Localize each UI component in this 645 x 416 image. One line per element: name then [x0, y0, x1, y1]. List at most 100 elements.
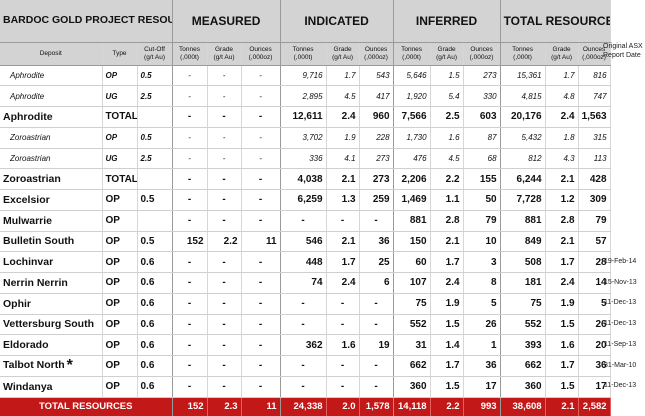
col-deposit: Deposit — [0, 42, 103, 66]
measured-tonnes-cell: - — [172, 65, 208, 87]
type-cell: OP — [102, 231, 138, 253]
indicated-ounces-cell: 273 — [359, 168, 394, 190]
cutoff-cell — [137, 106, 173, 128]
indicated-ounces-cell: - — [359, 210, 394, 232]
type-cell: OP — [102, 189, 138, 211]
indicated-ounces-cell: 273 — [359, 148, 394, 170]
col-total-grade: Grade (g/t Au) — [545, 42, 579, 66]
type-cell: OP — [102, 314, 138, 336]
indicated-grade-cell: 1.9 — [326, 127, 360, 149]
indicated-tonnes-cell: - — [280, 314, 327, 336]
col-indicated-grade: Grade (g/t Au) — [326, 42, 360, 66]
total-ounces-cell: 36 — [578, 355, 611, 377]
measured-tonnes-cell: - — [172, 168, 208, 190]
measured-grade-cell: - — [207, 314, 242, 336]
total-tonnes-cell: 812 — [500, 148, 546, 170]
total-grade-cell: 1.2 — [545, 189, 579, 211]
col-inferred-grade: Grade (g/t Au) — [430, 42, 464, 66]
col-inferred-tonnes: Tonnes (,000t) — [393, 42, 431, 66]
col-measured-tonnes: Tonnes (,000t) — [172, 42, 208, 66]
cutoff-cell: 0.6 — [137, 314, 173, 336]
total-grade-cell: 1.7 — [545, 65, 579, 87]
type-cell: TOTAL — [102, 106, 138, 128]
inferred-tonnes-cell: 552 — [393, 314, 431, 336]
report-date: 11-Sep-13 — [604, 340, 637, 348]
report-date: 11-Dec-13 — [604, 299, 637, 307]
inferred-ounces-cell: 17 — [463, 376, 501, 398]
cutoff-cell: 2.5 — [137, 148, 173, 170]
indicated-ounces-cell: - — [359, 355, 394, 377]
indicated-grade-cell: 4.5 — [326, 85, 360, 107]
total-ounces-cell: 5 — [578, 293, 611, 315]
table-row: Zoroastrian OP 0.5- - -3,702 1.9 228 1,730 1.6 87… — [0, 127, 611, 149]
inferred-grade-cell: 1.7 — [430, 251, 464, 273]
inferred-ounces-cell: 5 — [463, 293, 501, 315]
measured-tonnes-cell: - — [172, 293, 208, 315]
measured-grade-cell: - — [207, 127, 242, 149]
cutoff-cell — [137, 210, 173, 232]
table-row: Talbot North * OP 0.6- - - - - -662 1.7 36 662 1.7 36 — [0, 355, 611, 377]
indicated-tonnes-cell: 546 — [280, 231, 327, 253]
deposit-name: Talbot North — [3, 358, 65, 371]
table-row: Ophir OP 0.6- - - - - -75 1.9 5 75 1.9 5 — [0, 293, 611, 315]
col-cutoff: Cut-Off (g/t Au) — [137, 42, 173, 66]
measured-grade-cell: - — [207, 168, 242, 190]
col-total-tonnes: Tonnes (,000t) — [500, 42, 546, 66]
indicated-tonnes-cell: - — [280, 210, 327, 232]
col-indicated-ounces: Ounces (,000oz) — [359, 42, 394, 66]
report-date-header: Original ASX Report Date — [603, 43, 643, 59]
indicated-tonnes-cell: 9,716 — [280, 65, 327, 87]
measured-tonnes-cell: - — [172, 106, 208, 128]
inferred-ounces-cell: 273 — [463, 65, 501, 87]
total-tonnes-cell: 4,815 — [500, 85, 546, 107]
deposit-cell: Talbot North * — [0, 355, 103, 377]
total-ounces-cell: 428 — [578, 168, 611, 190]
indicated-ounces-cell: 25 — [359, 251, 394, 273]
type-cell: OP — [102, 376, 138, 398]
asterisk-note-icon: * — [66, 356, 73, 374]
total-tonnes-cell: 881 — [500, 210, 546, 232]
cutoff-cell: 0.5 — [137, 189, 173, 211]
total-ounces-cell: 1,563 — [578, 106, 611, 128]
indicated-ounces-cell: 960 — [359, 106, 394, 128]
cutoff-cell: 2.5 — [137, 85, 173, 107]
measured-grade-cell: - — [207, 355, 242, 377]
total-ounces-cell: 315 — [578, 127, 611, 149]
inferred-ounces-cell: 10 — [463, 231, 501, 253]
indicated-tonnes-cell: 362 — [280, 334, 327, 356]
total-grade-cell: 2.1 — [545, 231, 579, 253]
deposit-name: Zoroastrian — [3, 173, 61, 186]
type-cell: OP — [102, 293, 138, 315]
measured-grade-cell: - — [207, 334, 242, 356]
inferred-ounces-cell: 87 — [463, 127, 501, 149]
measured-grade-cell: - — [207, 189, 242, 211]
table-row: Aphrodite TOTAL - - -12,611 2.4 960 7,566 2.5 603… — [0, 106, 611, 128]
type-cell: OP — [102, 334, 138, 356]
total-grade-cell: 2.8 — [545, 210, 579, 232]
indicated-tonnes-cell: 2,895 — [280, 85, 327, 107]
inferred-tonnes-cell: 360 — [393, 376, 431, 398]
table-row: Zoroastrian TOTAL - - -4,038 2.1 273 2,206 2.2 15… — [0, 168, 611, 190]
inferred-grade-cell: 2.4 — [430, 272, 464, 294]
total-grade-cell: 2.1 — [545, 168, 579, 190]
deposit-cell: Aphrodite — [0, 65, 103, 87]
measured-tonnes-cell: - — [172, 251, 208, 273]
deposit-cell: Ophir — [0, 293, 103, 315]
indicated-ounces-cell: 417 — [359, 85, 394, 107]
measured-grade-cell: - — [207, 251, 242, 273]
indicated-tonnes-cell: 12,611 — [280, 106, 327, 128]
table-row: Excelsior OP 0.5- - -6,259 1.3 259 1,469 1.1 50 7,… — [0, 189, 611, 211]
indicated-tonnes-cell: 336 — [280, 148, 327, 170]
group-indicated: INDICATED — [280, 0, 394, 43]
measured-grade-cell: - — [207, 65, 242, 87]
type-cell: UG — [102, 85, 138, 107]
inferred-ounces-cell: 603 — [463, 106, 501, 128]
inferred-grade-cell: 2.8 — [430, 210, 464, 232]
measured-ounces-cell: - — [241, 293, 281, 315]
group-total-resources: TOTAL RESOURCES — [500, 0, 611, 43]
deposit-cell: Zoroastrian — [0, 148, 103, 170]
inferred-ounces-cell: 79 — [463, 210, 501, 232]
measured-grade-cell: - — [207, 293, 242, 315]
indicated-grade-cell: 1.7 — [326, 251, 360, 273]
table-row: Nerrin Nerrin OP 0.6- - -74 2.4 6 107 2.4 8 181 2.4… — [0, 272, 611, 294]
